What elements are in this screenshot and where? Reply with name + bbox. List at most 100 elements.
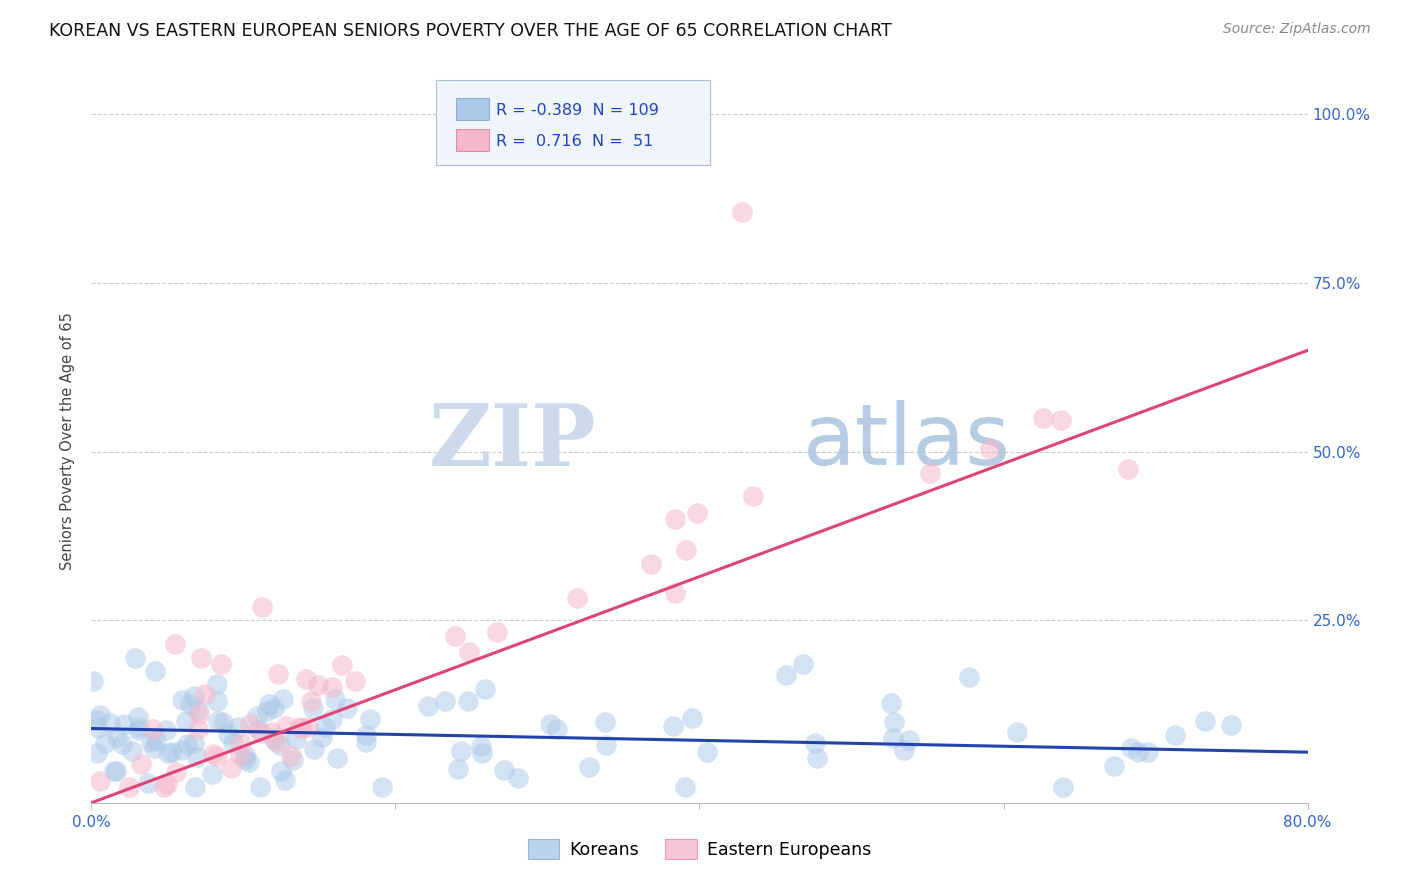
Point	[246, 709, 269, 723]
Point	[546, 722, 568, 736]
Point	[128, 720, 150, 734]
Point	[111, 737, 134, 751]
Point	[176, 737, 198, 751]
Point	[205, 693, 228, 707]
Point	[457, 645, 479, 659]
Point	[194, 687, 217, 701]
Point	[898, 733, 921, 747]
Point	[233, 747, 256, 762]
Point	[82, 673, 104, 688]
Point	[443, 629, 465, 643]
Point	[172, 742, 194, 756]
Point	[207, 749, 229, 764]
Point	[202, 747, 225, 761]
Point	[640, 557, 662, 571]
Point	[664, 586, 686, 600]
Point	[100, 716, 122, 731]
Point	[1050, 413, 1073, 427]
Point	[219, 761, 242, 775]
Point	[142, 741, 165, 756]
Point	[450, 744, 472, 758]
Point	[118, 780, 141, 794]
Point	[314, 720, 336, 734]
Point	[741, 489, 763, 503]
Point	[229, 736, 252, 750]
Point	[731, 205, 754, 219]
Point	[86, 747, 108, 761]
Point	[882, 731, 904, 745]
Point	[211, 714, 233, 729]
Point	[89, 707, 111, 722]
Point	[249, 780, 271, 794]
Text: R =  0.716  N =  51: R = 0.716 N = 51	[496, 134, 654, 149]
Point	[686, 506, 709, 520]
Point	[1005, 725, 1028, 739]
Point	[506, 771, 529, 785]
Point	[470, 739, 492, 753]
Point	[321, 681, 343, 695]
Point	[105, 764, 128, 779]
Point	[112, 717, 135, 731]
Point	[957, 670, 980, 684]
Point	[792, 657, 814, 672]
Point	[323, 691, 346, 706]
Point	[145, 732, 167, 747]
Point	[1032, 411, 1054, 425]
Point	[271, 692, 294, 706]
Point	[209, 657, 232, 672]
Point	[250, 599, 273, 614]
Point	[1219, 718, 1241, 732]
Point	[187, 722, 209, 736]
Point	[297, 720, 319, 734]
Text: R = -0.389  N = 109: R = -0.389 N = 109	[496, 103, 659, 118]
Point	[344, 674, 367, 689]
Legend: Koreans, Eastern Europeans: Koreans, Eastern Europeans	[520, 832, 879, 866]
Point	[311, 730, 333, 744]
Point	[416, 698, 439, 713]
Point	[775, 667, 797, 681]
Point	[136, 775, 159, 789]
Point	[1104, 758, 1126, 772]
Point	[565, 591, 588, 605]
Point	[979, 442, 1001, 457]
Point	[1194, 714, 1216, 728]
Point	[105, 731, 128, 745]
Point	[664, 511, 686, 525]
Point	[84, 713, 107, 727]
Point	[170, 693, 193, 707]
Point	[321, 712, 343, 726]
Point	[89, 773, 111, 788]
Point	[696, 745, 718, 759]
Point	[538, 717, 561, 731]
Point	[302, 742, 325, 756]
Point	[269, 738, 291, 752]
Point	[471, 746, 494, 760]
Point	[238, 755, 260, 769]
Point	[127, 723, 149, 737]
Point	[141, 735, 163, 749]
Point	[1136, 745, 1159, 759]
Text: Source: ZipAtlas.com: Source: ZipAtlas.com	[1223, 22, 1371, 37]
Point	[474, 681, 496, 696]
Point	[205, 677, 228, 691]
Point	[673, 780, 696, 795]
Point	[492, 763, 515, 777]
Point	[239, 717, 262, 731]
Point	[267, 666, 290, 681]
Point	[595, 714, 617, 729]
Point	[1116, 461, 1139, 475]
Point	[1119, 740, 1142, 755]
Point	[131, 757, 153, 772]
Point	[447, 762, 470, 776]
Point	[276, 719, 298, 733]
Point	[127, 710, 149, 724]
Point	[336, 700, 359, 714]
Point	[183, 689, 205, 703]
Point	[920, 466, 942, 480]
Text: KOREAN VS EASTERN EUROPEAN SENIORS POVERTY OVER THE AGE OF 65 CORRELATION CHART: KOREAN VS EASTERN EUROPEAN SENIORS POVER…	[49, 22, 891, 40]
Point	[157, 746, 180, 760]
Point	[187, 706, 209, 721]
Point	[1164, 728, 1187, 742]
Point	[264, 735, 287, 749]
Point	[273, 773, 295, 788]
